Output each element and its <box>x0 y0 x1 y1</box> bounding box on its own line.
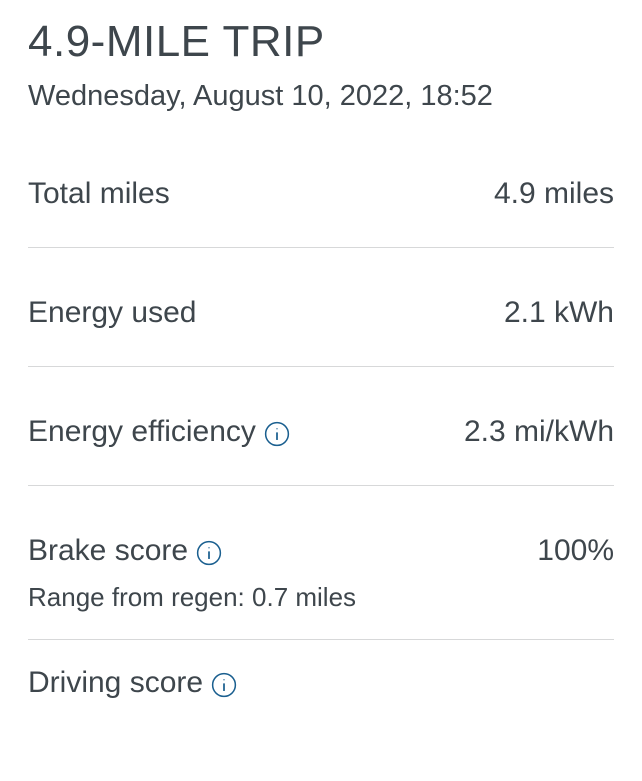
brake-score-label-text: Brake score <box>28 534 188 568</box>
energy-used-value: 2.1 kWh <box>504 296 614 330</box>
info-icon[interactable] <box>196 540 222 566</box>
energy-efficiency-label: Energy efficiency <box>28 415 290 449</box>
trip-timestamp: Wednesday, August 10, 2022, 18:52 <box>28 80 614 113</box>
total-miles-row: Total miles 4.9 miles <box>28 159 614 248</box>
brake-score-sublabel: Range from regen: 0.7 miles <box>28 582 614 640</box>
total-miles-label: Total miles <box>28 177 170 211</box>
driving-score-label: Driving score <box>28 666 237 700</box>
page-title: 4.9-MILE TRIP <box>28 18 614 66</box>
info-icon[interactable] <box>264 421 290 447</box>
energy-efficiency-row: Energy efficiency 2.3 mi/kWh <box>28 397 614 486</box>
driving-score-label-text: Driving score <box>28 666 203 700</box>
brake-score-label: Brake score <box>28 534 222 568</box>
energy-efficiency-label-text: Energy efficiency <box>28 415 256 449</box>
brake-score-row: Brake score 100% Range from regen: 0.7 m… <box>28 516 614 648</box>
brake-score-value: 100% <box>537 534 614 568</box>
driving-score-row: Driving score <box>28 648 614 700</box>
energy-used-row: Energy used 2.1 kWh <box>28 278 614 367</box>
energy-used-label: Energy used <box>28 296 196 330</box>
info-icon[interactable] <box>211 672 237 698</box>
total-miles-value: 4.9 miles <box>494 177 614 211</box>
energy-efficiency-value: 2.3 mi/kWh <box>464 415 614 449</box>
